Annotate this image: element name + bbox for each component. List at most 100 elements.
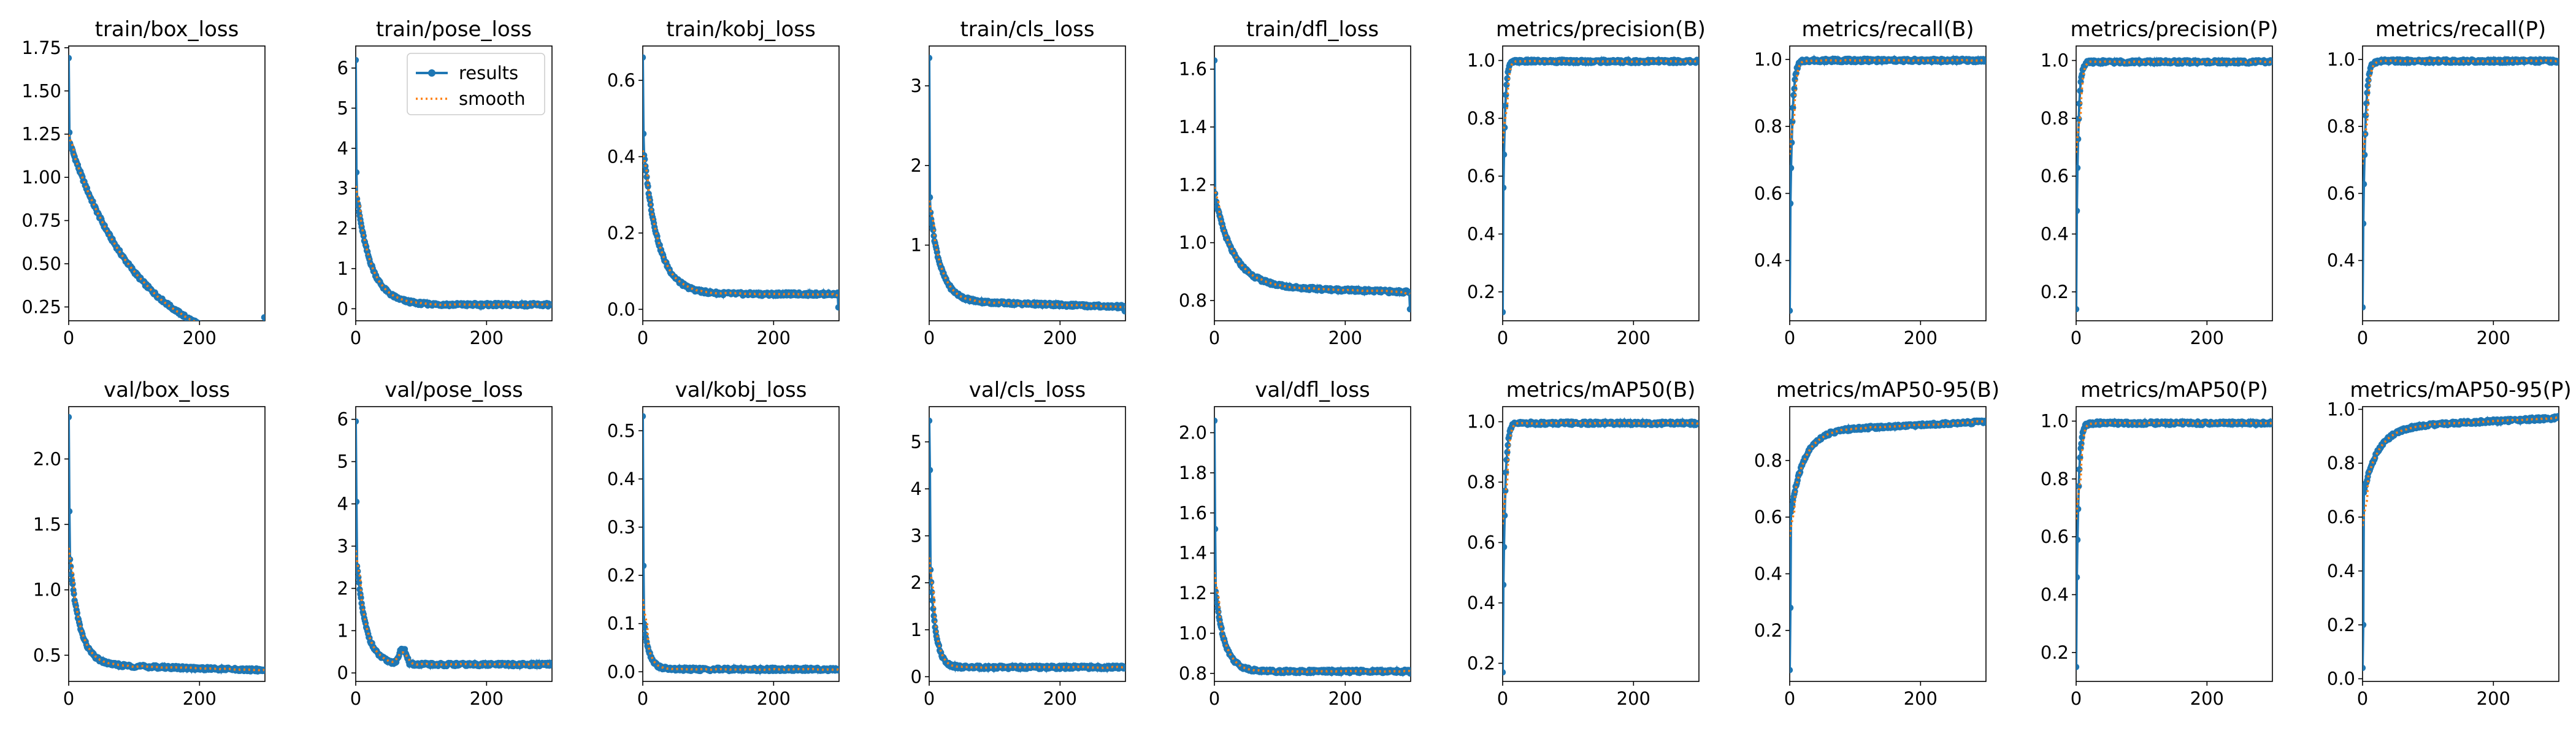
y-tick-label: 1.00 [21,167,61,188]
results-point [260,344,266,350]
results-point [234,337,240,343]
results-point [245,340,251,346]
axes-frame [929,45,1126,321]
x-tick-label: 0 [637,688,648,709]
y-tick-label: 0.4 [1754,563,1782,584]
results-point [1503,456,1510,463]
y-tick-label: 0.25 [21,296,61,317]
results-point [243,340,250,347]
subplot-title: train/dfl_loss [1246,17,1379,42]
results-point [1790,604,1794,611]
series-line-smooth [69,548,265,672]
y-tick-label: 0.3 [607,516,635,537]
y-tick-label: 0.4 [1754,250,1782,271]
y-tick-label: 0.8 [2327,116,2355,137]
results-point [1790,164,1795,172]
series-line-smooth [2363,59,2559,165]
results-point [226,334,232,340]
subplot-title: metrics/precision(P) [2070,17,2278,42]
results-point [1214,198,1220,205]
subplot-title: val/box_loss [104,378,230,402]
series-line-results [1503,416,1699,673]
results-point [643,413,646,420]
y-tick-label: 0.2 [1754,620,1782,641]
results-point [223,331,229,337]
results-point [251,342,257,348]
axes-frame [68,406,266,682]
results-point [236,337,242,343]
results-point [1121,308,1125,315]
results-point [2076,164,2081,171]
results-point [255,342,261,348]
y-tick-label: 1.0 [1179,623,1207,644]
y-tick-label: 2 [911,572,922,593]
y-tick-label: 1 [911,619,922,640]
y-tick-label: 0 [911,666,922,687]
y-tick-label: 1.2 [1179,174,1207,195]
results-point [1503,151,1508,158]
y-tick-label: 1.50 [21,80,61,101]
series-line-smooth [1503,59,1698,144]
x-tick-label: 0 [1497,688,1508,709]
results-point [237,337,243,343]
results-point [253,340,259,347]
x-tick-label: 0 [2357,328,2368,348]
subplot-title: metrics/mAP50-95(B) [1776,378,1999,402]
y-tick-label: 0.6 [2327,183,2355,204]
results-point [196,321,202,328]
results-point [356,418,359,425]
results-point [643,562,647,569]
results-point [242,339,248,345]
results-point [69,508,73,515]
y-tick-label: 0.6 [1754,183,1782,204]
y-tick-label: 3 [911,75,922,96]
series-line-smooth [1503,421,1699,525]
x-tick-label: 200 [1043,688,1077,709]
y-tick-label: 1 [911,235,922,256]
y-tick-label: 4 [337,494,348,515]
results-point [221,333,228,339]
series-line-results [1214,420,1411,678]
results-point [254,342,260,348]
y-tick-label: 2 [911,155,922,176]
y-tick-label: 1.6 [1179,502,1207,523]
axes-frame [1789,45,1987,321]
results-point [240,337,246,343]
results-point [220,331,226,337]
results-point [2364,82,2371,89]
y-tick-label: 0.8 [1754,450,1782,471]
results-point [246,339,252,345]
y-tick-label: 0.0 [607,661,635,682]
subplot-title: train/box_loss [95,17,239,42]
y-tick-label: 0.6 [1467,532,1495,553]
series-line-results [2076,56,2272,310]
results-point [1214,417,1218,424]
y-tick-label: 5 [911,431,922,452]
results-point [196,320,200,321]
results-point [1406,305,1411,313]
y-tick-label: 1.0 [2041,50,2069,71]
y-tick-label: 1.4 [1179,117,1207,137]
y-tick-label: 4 [911,478,922,499]
results-point [242,339,248,345]
results-point [235,336,241,342]
y-tick-label: 0.4 [607,146,635,167]
y-tick-label: 1.5 [33,514,61,535]
x-tick-label: 0 [1209,328,1220,348]
results-point [929,467,933,473]
results-point [71,591,77,597]
y-tick-label: 0.8 [1754,116,1782,137]
results-point [834,289,839,296]
subplot-title: train/cls_loss [960,17,1094,42]
results-point [645,183,651,190]
series-line-smooth [643,599,839,671]
results-point [1503,669,1506,676]
results-point [218,330,224,336]
results-point [1695,58,1699,65]
results-point [2363,220,2367,227]
y-tick-label: 0.8 [1179,290,1207,311]
results-point [835,304,839,311]
